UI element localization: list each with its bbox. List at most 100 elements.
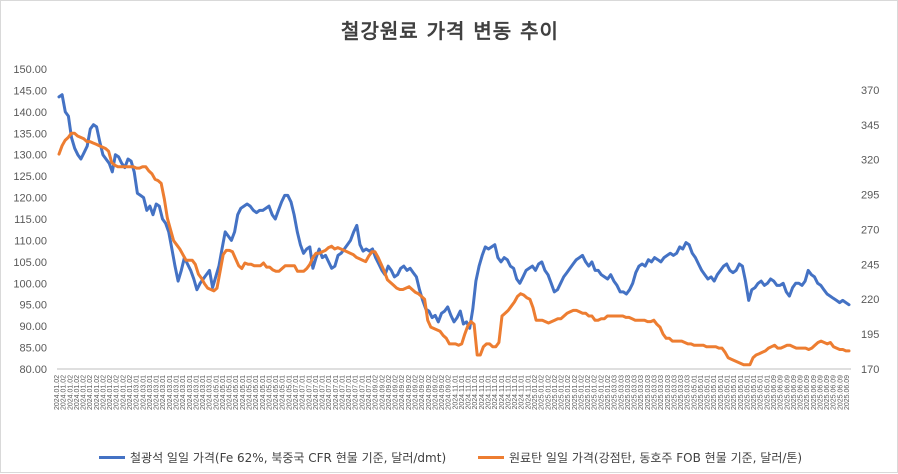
- x-tick-label: 2025.06.09: [844, 375, 851, 410]
- x-tick-label: 2025.06.09: [804, 375, 811, 410]
- legend-item-iron-ore: 철광석 일일 가격(Fe 62%, 북중국 CFR 현물 기준, 달러/dmt): [99, 449, 446, 466]
- x-tick-label: 2024.11.01: [519, 375, 526, 410]
- x-tick-label: 2024.07.01: [300, 375, 307, 410]
- x-tick-label: 2024.09.02: [379, 375, 386, 410]
- x-tick-label: 2025.05.01: [758, 375, 765, 410]
- x-tick-label: 2025.01.02: [545, 375, 552, 410]
- x-tick-label: 2024.09.02: [419, 375, 426, 410]
- left-tick-label: 110.00: [14, 235, 47, 247]
- x-tick-label: 2024.03.01: [207, 375, 214, 410]
- x-tick-label: 2024.01.02: [87, 375, 94, 410]
- x-tick-label: 2024.09.02: [399, 375, 406, 410]
- x-tick-label: 2024.03.01: [160, 375, 167, 410]
- x-tick-label: 2024.01.02: [54, 375, 61, 410]
- iron-ore-price-line: [57, 93, 851, 330]
- left-tick-label: 135.00: [13, 128, 47, 140]
- x-tick-label: 2025.01.02: [579, 375, 586, 410]
- coking-coal-price-line: [57, 131, 851, 367]
- x-tick-label: 2024.09.02: [439, 375, 446, 410]
- x-tick-label: 2025.03.03: [678, 375, 685, 410]
- x-tick-label: 2024.09.02: [373, 375, 380, 410]
- x-tick-label: 2025.05.01: [764, 375, 771, 410]
- x-tick-label: 2025.06.09: [784, 375, 791, 410]
- x-tick-label: 2025.01.02: [598, 375, 605, 410]
- left-tick-label: 100.00: [13, 278, 47, 290]
- right-tick-label: 345: [861, 120, 879, 132]
- x-tick-label: 2024.03.01: [147, 375, 154, 410]
- x-tick-label: 2025.05.01: [738, 375, 745, 410]
- x-tick-label: 2024.05.01: [253, 375, 260, 410]
- x-tick-label: 2024.11.01: [499, 375, 506, 410]
- x-tick-label: 2024.01.02: [101, 375, 108, 410]
- x-tick-label: 2025.05.01: [751, 375, 758, 410]
- left-tick-label: 80.00: [19, 364, 47, 376]
- left-tick-label: 140.00: [13, 107, 47, 119]
- x-tick-label: 2024.05.01: [227, 375, 234, 410]
- x-tick-label: 2024.11.01: [512, 375, 519, 410]
- x-tick-label: 2024.05.01: [266, 375, 273, 410]
- x-tick-label: 2024.03.01: [193, 375, 200, 410]
- x-tick-label: 2024.07.01: [293, 375, 300, 410]
- x-tick-label: 2024.01.02: [114, 375, 121, 410]
- x-tick-label: 2024.11.01: [452, 375, 459, 410]
- chart-title: 철강원료 가격 변동 추이: [341, 19, 559, 43]
- x-tick-label: 2025.01.02: [585, 375, 592, 410]
- left-tick-label: 95.00: [19, 300, 47, 312]
- x-tick-label: 2024.05.01: [240, 375, 247, 410]
- x-tick-label: 2025.05.01: [744, 375, 751, 410]
- x-tick-label: 2024.09.02: [386, 375, 393, 410]
- x-tick-label: 2024.03.01: [167, 375, 174, 410]
- x-tick-label: 2024.07.01: [346, 375, 353, 410]
- right-tick-label: 220: [861, 294, 879, 306]
- left-tick-label: 125.00: [13, 171, 47, 183]
- legend-item-coking-coal: 원료탄 일일 가격(강점탄, 동호주 FOB 현물 기준, 달러/톤): [478, 449, 802, 466]
- x-tick-label: 2024.05.01: [286, 375, 293, 410]
- x-tick-label: 2024.03.01: [180, 375, 187, 410]
- x-tick-label: 2025.01.02: [539, 375, 546, 410]
- x-tick-label: 2025.03.03: [632, 375, 639, 410]
- x-tick-label: 2024.01.02: [61, 375, 68, 410]
- x-tick-label: 2025.05.01: [698, 375, 705, 410]
- x-tick-label: 2025.05.01: [705, 375, 712, 410]
- x-tick-label: 2025.01.02: [559, 375, 566, 410]
- x-tick-label: 2024.09.02: [426, 375, 433, 410]
- x-tick-label: 2025.03.03: [652, 375, 659, 410]
- x-tick-label: 2025.03.03: [618, 375, 625, 410]
- right-tick-label: 370: [861, 85, 879, 97]
- x-tick-label: 2025.06.09: [778, 375, 785, 410]
- left-tick-label: 115.00: [14, 214, 47, 226]
- x-tick-label: 2025.05.01: [725, 375, 732, 410]
- x-tick-label: 2024.07.01: [320, 375, 327, 410]
- x-tick-label: 2025.01.02: [532, 375, 539, 410]
- x-tick-label: 2025.06.09: [837, 375, 844, 410]
- right-tick-label: 320: [861, 155, 879, 167]
- right-tick-label: 245: [861, 259, 879, 271]
- x-tick-label: 2024.07.01: [333, 375, 340, 410]
- legend-label-iron-ore: 철광석 일일 가격(Fe 62%, 북중국 CFR 현물 기준, 달러/dmt): [130, 451, 447, 465]
- left-tick-label: 120.00: [13, 193, 47, 205]
- x-tick-label: 2024.07.01: [353, 375, 360, 410]
- x-tick-label: 2025.03.03: [665, 375, 672, 410]
- x-tick-label: 2024.03.01: [187, 375, 194, 410]
- x-tick-label: 2024.01.02: [120, 375, 127, 410]
- x-tick-label: 2024.01.02: [127, 375, 134, 410]
- left-tick-label: 85.00: [19, 343, 47, 355]
- x-tick-label: 2025.01.02: [605, 375, 612, 410]
- x-tick-label: 2024.09.02: [406, 375, 413, 410]
- x-tick-label: 2024.11.01: [525, 375, 532, 410]
- x-tick-label: 2025.03.03: [638, 375, 645, 410]
- x-tick-label: 2025.05.01: [691, 375, 698, 410]
- x-tick-label: 2025.03.03: [658, 375, 665, 410]
- x-tick-label: 2024.07.01: [366, 375, 373, 410]
- x-tick-label: 2024.07.01: [306, 375, 313, 410]
- x-tick-label: 2024.07.01: [359, 375, 366, 410]
- x-tick-label: 2024.11.01: [486, 375, 493, 410]
- left-tick-label: 145.00: [13, 85, 47, 97]
- legend: 철광석 일일 가격(Fe 62%, 북중국 CFR 현물 기준, 달러/dmt)…: [1, 449, 898, 465]
- x-tick-label: 2025.03.03: [645, 375, 652, 410]
- x-tick-label: 2024.09.02: [413, 375, 420, 410]
- x-tick-label: 2024.01.02: [107, 375, 114, 410]
- x-tick-label: 2024.03.01: [140, 375, 147, 410]
- x-tick-label: 2025.05.01: [731, 375, 738, 410]
